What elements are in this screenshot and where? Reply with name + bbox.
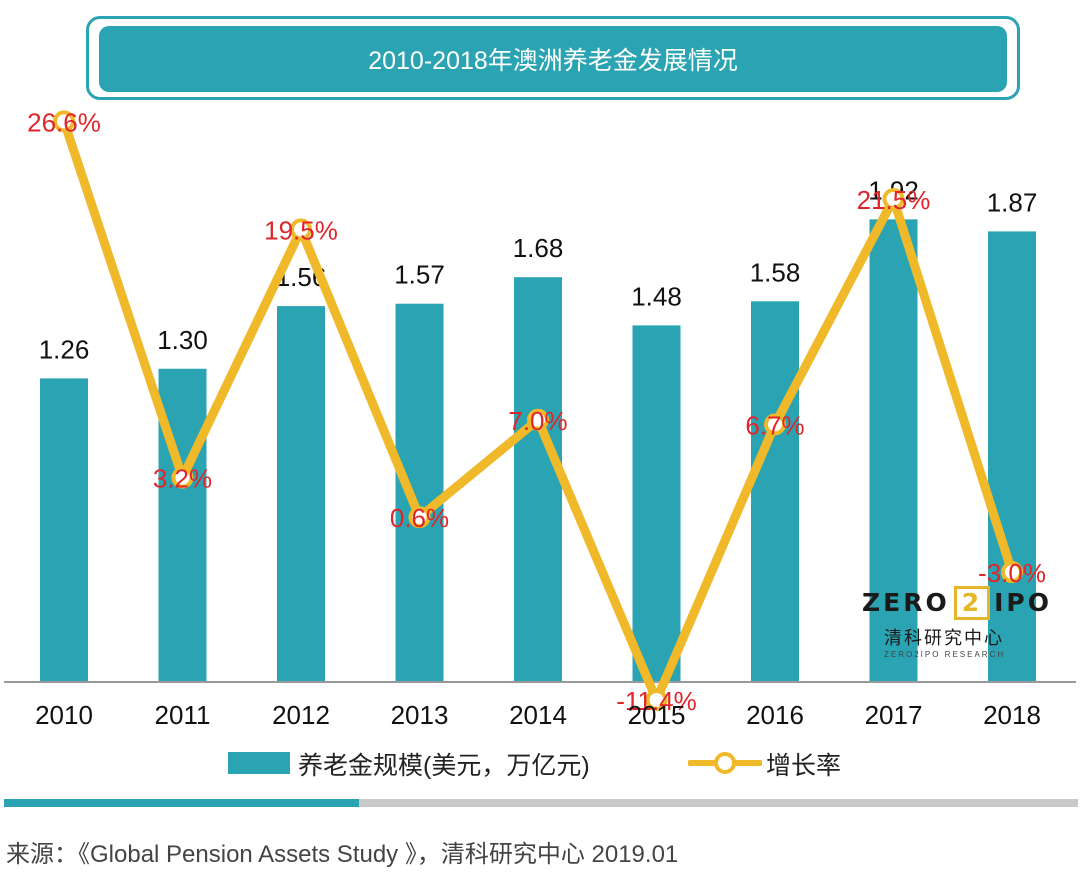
growth-point-2010 — [53, 110, 75, 133]
bar-2016 — [751, 301, 799, 682]
bar-label-2013: 1.57 — [394, 260, 445, 290]
growth-point-2013 — [408, 506, 431, 529]
legend-bar-swatch — [228, 752, 290, 774]
divider-accent — [4, 799, 359, 807]
growth-point-2017 — [882, 187, 905, 210]
growth-label-2017: 21.5% — [857, 185, 931, 215]
legend-line-swatch — [688, 752, 762, 774]
x-tick-2018: 2018 — [983, 700, 1041, 730]
growth-point-2016 — [764, 413, 786, 436]
growth-label-2015: -11.4% — [616, 686, 696, 716]
bar-label-2015: 1.48 — [631, 281, 682, 311]
legend-line-label: 增长率 — [766, 752, 842, 780]
bar-2010 — [40, 378, 88, 682]
zero2ipo-logo: ZERO 2 IPO 清科研究中心 ZERO2IPO RESEARCH — [862, 586, 1053, 659]
source-note: 来源：《Global Pension Assets Study 》，清科研究中心… — [6, 841, 679, 868]
growth-point-2015 — [645, 688, 668, 711]
bar-label-2016: 1.58 — [750, 257, 801, 287]
bar-2018 — [988, 231, 1036, 682]
bar-label-2010: 1.26 — [39, 334, 90, 364]
growth-label-2014: 7.0% — [508, 406, 567, 436]
growth-value-labels: 26.6% 3.2% 19.5% 0.6% 7.0% -11.4% 6.7% 21.5% -3.… — [27, 107, 1046, 716]
x-tick-2016: 2016 — [746, 700, 804, 730]
growth-point-2011 — [171, 466, 194, 489]
growth-point-2018 — [1001, 561, 1023, 584]
x-tick-2012: 2012 — [272, 700, 330, 730]
growth-label-2012: 19.5% — [264, 215, 338, 245]
chart-canvas: 1.261.301.561.571.681.481.581.921.87 26.… — [4, 107, 1076, 730]
growth-label-2011: 3.2% — [153, 464, 212, 494]
bar-2012 — [277, 306, 325, 682]
bar-2014 — [514, 277, 562, 682]
growth-label-2016: 6.7% — [745, 410, 804, 440]
x-tick-2011: 2011 — [155, 700, 211, 730]
growth-label-2018: -3.0% — [978, 558, 1046, 588]
chart-title: 2010-2018年澳洲养老金发展情况 — [99, 26, 1007, 92]
bar-label-2011: 1.30 — [157, 325, 208, 355]
legend-bar-label: 养老金规模(美元，万亿元) — [298, 752, 590, 780]
bar-2015 — [632, 325, 681, 682]
growth-line-series — [53, 110, 1023, 711]
divider-grey — [359, 799, 1078, 807]
x-tick-2010: 2010 — [35, 700, 93, 730]
x-tick-labels: 2010 2011 2012 2013 2014 2015 2016 2017 2018 — [35, 700, 1041, 730]
bar-2017 — [869, 219, 918, 682]
x-tick-2013: 2013 — [391, 700, 449, 730]
x-tick-2014: 2014 — [509, 700, 567, 730]
growth-point-2014 — [527, 408, 549, 431]
bar-label-2014: 1.68 — [513, 233, 564, 263]
x-tick-2017: 2017 — [865, 700, 923, 730]
growth-point-2012 — [290, 218, 312, 241]
x-tick-2015: 2015 — [628, 700, 686, 730]
bar-label-2018: 1.87 — [987, 187, 1038, 217]
growth-label-2013: 0.6% — [390, 503, 449, 533]
growth-label-2010: 26.6% — [27, 107, 101, 137]
bar-2013 — [395, 303, 444, 682]
